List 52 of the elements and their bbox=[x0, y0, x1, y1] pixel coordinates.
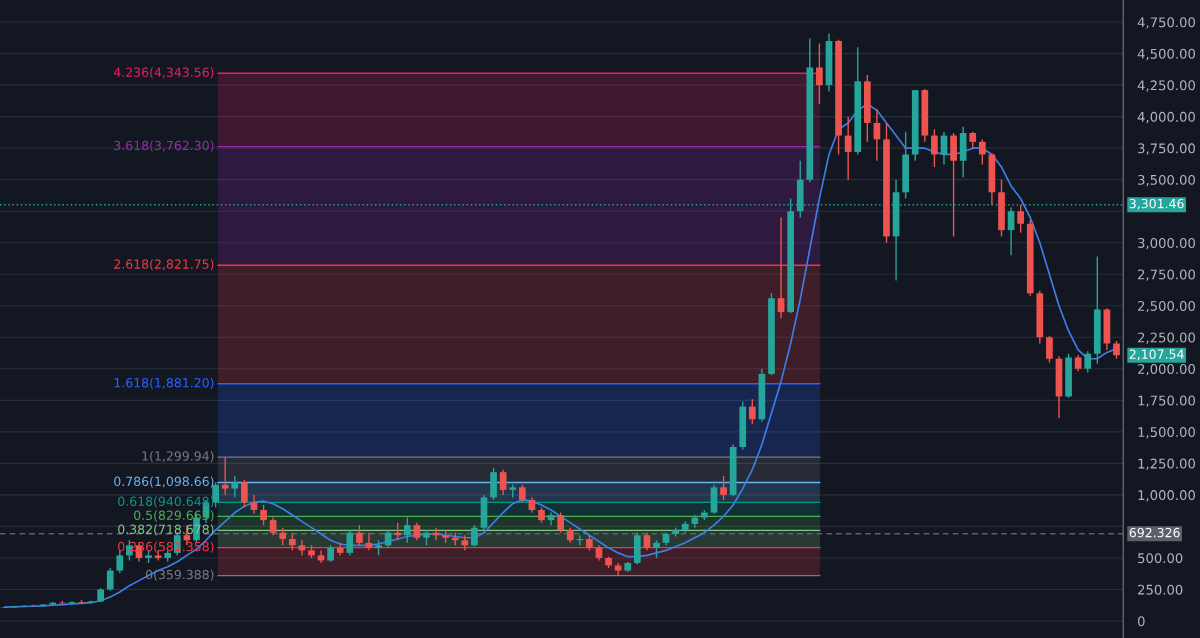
ref-line-label: 0(359.388) bbox=[145, 569, 214, 581]
ref-line-label: 1.618(1,881.20) bbox=[114, 377, 214, 389]
candlestick bbox=[106, 567, 114, 592]
candlestick bbox=[557, 511, 564, 534]
y-tick-label: 0 bbox=[1137, 616, 1145, 627]
y-tick-label: 4,250.00 bbox=[1137, 80, 1195, 92]
y-tick-label: 2,250.00 bbox=[1138, 332, 1195, 344]
candlestick bbox=[212, 481, 219, 509]
y-tick-label: 2,000.00 bbox=[1138, 364, 1195, 376]
y-tick-label: 1,000.00 bbox=[1138, 490, 1195, 502]
candlestick bbox=[844, 115, 852, 181]
y-tick-label: 1,500.00 bbox=[1138, 427, 1195, 439]
candlestick bbox=[221, 456, 229, 496]
candlestick bbox=[1007, 206, 1015, 257]
candlestick bbox=[250, 494, 258, 515]
ref-line-label: 2.618(2,821.75) bbox=[114, 259, 214, 271]
candlestick bbox=[231, 475, 239, 499]
y-tick-label: 4,000.00 bbox=[1137, 111, 1195, 124]
candlestick bbox=[748, 398, 756, 425]
candlestick bbox=[978, 138, 986, 166]
candlestick bbox=[356, 524, 363, 547]
ref-line-label: 3.618(3,762.30) bbox=[114, 140, 214, 152]
y-tick-label: 1,750.00 bbox=[1138, 395, 1195, 407]
y-tick-label: 250.00 bbox=[1138, 584, 1183, 595]
candlestick bbox=[1017, 204, 1025, 234]
y-tick-label: 3,750.00 bbox=[1138, 143, 1195, 155]
candlestick bbox=[777, 216, 785, 320]
y-tick-label: 3,000.00 bbox=[1138, 237, 1195, 250]
ref-line-label: 692.326 bbox=[1129, 527, 1180, 538]
candlestick bbox=[403, 516, 411, 544]
candlestick bbox=[816, 42, 823, 105]
y-tick-label: 500.00 bbox=[1138, 553, 1183, 564]
y-tick-label: 2,750.00 bbox=[1138, 269, 1195, 281]
candlestick bbox=[260, 504, 267, 526]
ref-line-label: 4.236(4,343.56) bbox=[113, 67, 214, 79]
candlestick bbox=[241, 479, 248, 509]
ref-line-label: 1(1,299.94) bbox=[142, 451, 214, 463]
candlestick bbox=[471, 524, 478, 548]
candlestick bbox=[1084, 350, 1092, 374]
candlestick bbox=[499, 468, 507, 496]
candlestick bbox=[1046, 335, 1053, 364]
y-tick-label: 4,500.00 bbox=[1137, 48, 1195, 61]
ref-line-label: 0.786(1,098.66) bbox=[114, 476, 214, 488]
candlestick bbox=[931, 128, 938, 168]
candlestick bbox=[346, 529, 354, 557]
candlestick bbox=[720, 475, 727, 501]
ref-line-label: 3,301.46 bbox=[1129, 198, 1184, 210]
y-tick-label: 3,500.00 bbox=[1138, 174, 1195, 187]
text: 2,107.54 bbox=[1129, 349, 1184, 361]
y-tick-label: 1,250.00 bbox=[1138, 458, 1195, 470]
y-tick-label: 4,750.00 bbox=[1137, 17, 1195, 29]
y-tick-label: 2,500.00 bbox=[1138, 300, 1195, 313]
